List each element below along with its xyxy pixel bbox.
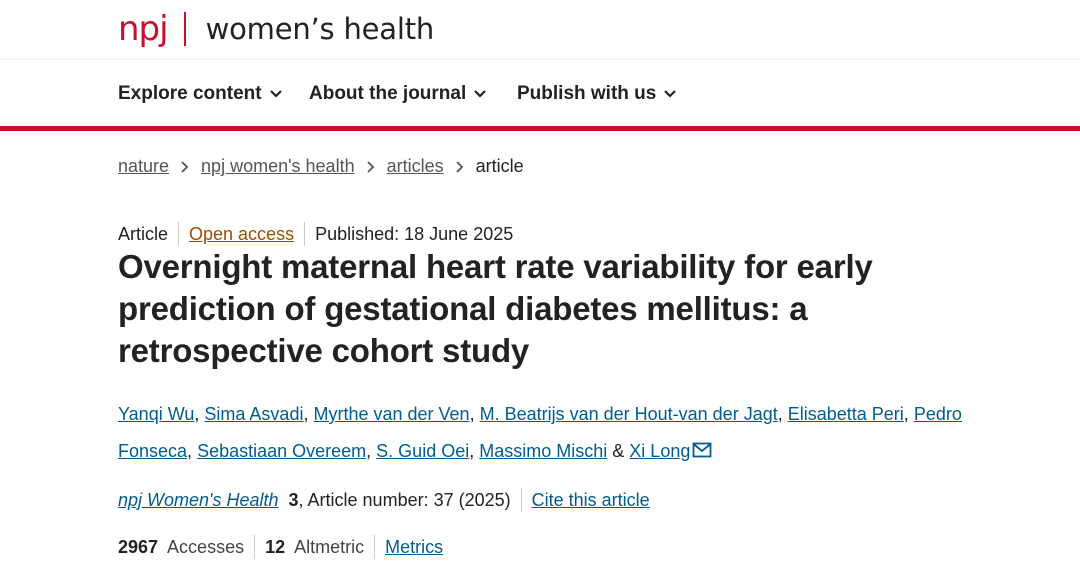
author-and: & [612, 441, 625, 461]
altmetric-label: Altmetric [294, 536, 365, 557]
metrics-divider [254, 535, 256, 559]
chevron-down-icon [269, 90, 282, 98]
chevron-right-icon [366, 160, 374, 173]
altmetric-count: 12 [265, 536, 286, 557]
metrics-line: 2967 Accesses 12 Altmetric Metrics [118, 535, 443, 559]
author-link[interactable]: Yanqi Wu [118, 404, 195, 424]
logo-journal-name: women’s health [205, 12, 435, 46]
author-link[interactable]: Xi Long [629, 441, 691, 461]
accesses-label: Accesses [167, 536, 245, 557]
meta-divider [178, 222, 180, 246]
main-nav: Explore content About the journal Publis… [0, 61, 1080, 127]
breadcrumb-nature[interactable]: nature [118, 156, 170, 176]
chevron-right-icon [455, 160, 463, 173]
volume-number: 3 [288, 489, 299, 510]
breadcrumb-current: article [475, 156, 524, 176]
author-link[interactable]: S. Guid Oei [376, 441, 470, 461]
nav-explore-content[interactable]: Explore content [118, 83, 283, 105]
meta-divider [304, 222, 306, 246]
author-link[interactable]: Sebastiaan Overeem [197, 441, 367, 461]
article-type: Article [118, 223, 169, 244]
chevron-down-icon [664, 90, 677, 98]
author-link[interactable]: Pedro Fonseca [118, 404, 962, 461]
breadcrumb-articles[interactable]: articles [386, 156, 444, 176]
published-date: Published: 18 June 2025 [315, 223, 514, 244]
author-link[interactable]: Sima Asvadi [204, 404, 304, 424]
nav-about-journal-label: About the journal [309, 83, 467, 104]
breadcrumb: nature npj women's health articles artic… [118, 156, 524, 177]
brand-header: npj women’s health [0, 0, 1080, 60]
accesses-count: 2967 [118, 536, 159, 557]
cite-this-article-link[interactable]: Cite this article [531, 489, 650, 510]
logo-npj-mark: npj [118, 9, 169, 49]
article-meta: Article Open access Published: 18 June 2… [118, 222, 513, 246]
chevron-down-icon [474, 90, 487, 98]
chevron-right-icon [181, 160, 189, 173]
nav-explore-content-label: Explore content [118, 83, 262, 104]
logo-divider [183, 12, 186, 46]
nav-publish-with-us-label: Publish with us [517, 83, 657, 104]
author-list: Yanqi Wu, Sima Asvadi, Myrthe van der Ve… [118, 404, 962, 461]
nav-about-journal[interactable]: About the journal [309, 83, 487, 105]
open-access-link[interactable]: Open access [189, 223, 295, 244]
citation-divider [520, 488, 522, 512]
metrics-divider [374, 535, 376, 559]
article-number: , Article number: 37 (2025) [298, 489, 511, 510]
nav-accent-bar [0, 126, 1080, 131]
nav-publish-with-us[interactable]: Publish with us [517, 83, 677, 105]
metrics-link[interactable]: Metrics [385, 536, 444, 557]
author-link[interactable]: Massimo Mischi [479, 441, 608, 461]
citation-line: npj Women's Health 3 , Article number: 3… [118, 488, 650, 512]
journal-link[interactable]: npj Women's Health [118, 489, 279, 510]
journal-logo[interactable]: npj women’s health [118, 10, 434, 48]
author-link[interactable]: M. Beatrijs van der Hout-van der Jagt [479, 404, 778, 424]
email-icon[interactable] [692, 442, 712, 458]
author-link[interactable]: Elisabetta Peri [787, 404, 904, 424]
author-link[interactable]: Myrthe van der Ven [313, 404, 470, 424]
breadcrumb-journal[interactable]: npj women's health [201, 156, 355, 176]
article-title: Overnight maternal heart rate variabilit… [118, 248, 873, 369]
